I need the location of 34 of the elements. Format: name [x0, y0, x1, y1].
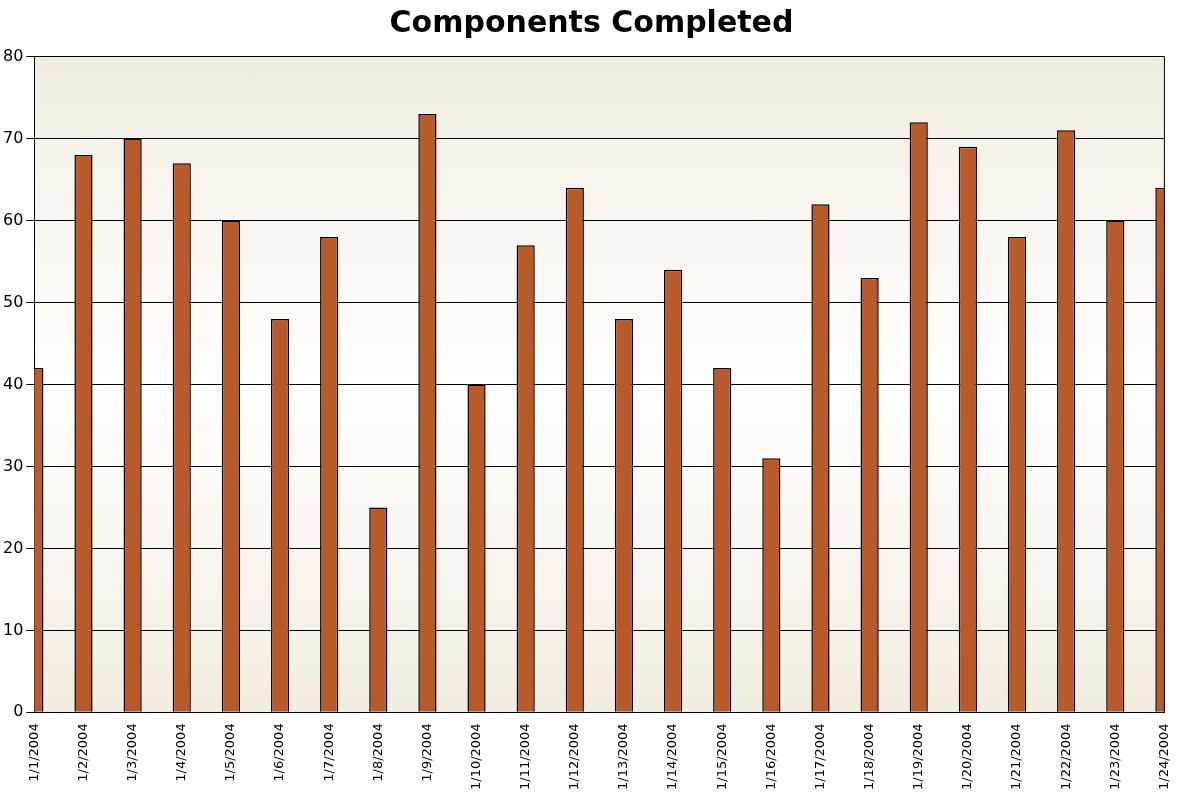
x-tick-label: 1/1/2004	[25, 723, 41, 782]
x-tick-label: 1/15/2004	[713, 723, 729, 791]
y-tick-label: 50	[3, 291, 24, 311]
y-tick-label: 0	[13, 701, 24, 721]
x-tick-label: 1/20/2004	[959, 723, 975, 791]
y-tick-label: 40	[3, 373, 24, 393]
y-tick-label: 30	[3, 455, 24, 475]
x-tick-label: 1/12/2004	[566, 723, 582, 791]
x-tick-label: 1/16/2004	[762, 723, 778, 791]
x-tick-label: 1/14/2004	[664, 723, 680, 791]
y-tick-label: 70	[3, 127, 24, 147]
x-tick-label: 1/5/2004	[222, 723, 238, 782]
x-tick-label: 1/11/2004	[517, 723, 533, 791]
x-tick-label: 1/19/2004	[910, 723, 926, 791]
x-tick-label: 1/22/2004	[1057, 723, 1073, 791]
x-tick-label: 1/8/2004	[369, 723, 385, 782]
x-tick-label: 1/4/2004	[173, 723, 189, 782]
y-tick-label: 10	[3, 619, 24, 639]
x-tick-label: 1/10/2004	[467, 723, 483, 791]
x-tick-label: 1/2/2004	[74, 723, 90, 782]
x-tick-label: 1/6/2004	[271, 723, 287, 782]
y-tick-label: 60	[3, 209, 24, 229]
x-tick-label: 1/18/2004	[860, 723, 876, 791]
y-tick-label: 80	[3, 45, 24, 65]
chart-title: Components Completed	[388, 3, 795, 41]
x-tick-label: 1/3/2004	[124, 723, 139, 782]
x-tick-label: 1/17/2004	[811, 723, 827, 791]
x-tick-label: 1/13/2004	[615, 723, 631, 791]
y-tick-label: 20	[3, 537, 24, 557]
x-tick-label: 1/9/2004	[418, 723, 434, 782]
x-tick-label: 1/7/2004	[320, 723, 336, 782]
x-tick-label: 1/23/2004	[1106, 723, 1122, 791]
x-tick-label: 1/24/2004	[1155, 723, 1171, 791]
x-tick-label: 1/21/2004	[1008, 723, 1024, 791]
